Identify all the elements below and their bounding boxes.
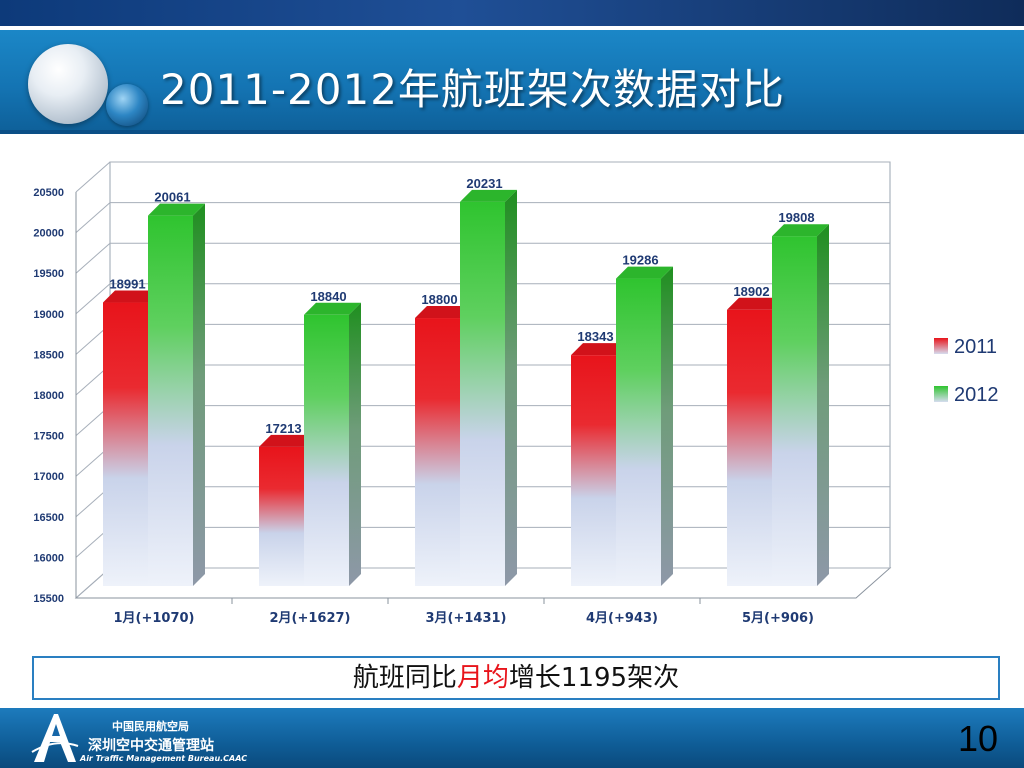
chart-legend: 2011 2012: [934, 336, 999, 406]
bar-2011: [415, 318, 460, 586]
x-tick-label: 2月(+1627): [269, 611, 350, 626]
bar-top-2011: [571, 343, 628, 356]
globe-icon: [106, 84, 148, 126]
data-label: 20061: [154, 190, 190, 205]
bar-top-2011: [415, 306, 472, 319]
gridline-diagonal: [75, 161, 111, 193]
data-label: 20231: [466, 176, 502, 191]
page-title: 2011-2012年航班架次数据对比: [160, 65, 785, 114]
x-tick-label: 5月(+906): [742, 611, 814, 626]
legend-label-2012: 2012: [954, 384, 999, 406]
bar-side-2012: [817, 224, 829, 586]
page-number: 10: [957, 718, 998, 759]
data-label: 18991: [109, 277, 145, 292]
y-tick-label: 15500: [33, 593, 64, 605]
data-label: 18343: [577, 329, 613, 344]
bar-2011: [571, 355, 616, 586]
bar-2011: [259, 446, 304, 586]
title-band: [0, 30, 1024, 134]
bar-2011: [103, 302, 148, 586]
y-tick-label: 16000: [33, 552, 64, 564]
bar-top-2012: [460, 189, 517, 202]
x-tick-label: 4月(+943): [586, 611, 658, 626]
chart-axes: [75, 192, 856, 604]
org-name-english: Air Traffic Management Bureau.CAAC: [80, 754, 248, 763]
org-name: 深圳空中交通管理站: [88, 738, 214, 754]
legend-label-2011: 2011: [954, 336, 997, 358]
bar-side-2012: [505, 189, 517, 586]
bar-top-2011: [727, 297, 784, 310]
org-name-small: 中国民用航空局: [112, 720, 189, 733]
y-tick-label: 18000: [33, 390, 64, 402]
summary-text-after: 增长1195架次: [508, 663, 680, 693]
bar-2012: [616, 278, 661, 586]
y-tick-label: 20500: [33, 187, 64, 199]
y-tick-label: 16500: [33, 512, 64, 524]
x-tick-label: 3月(+1431): [425, 611, 506, 626]
bar-2012: [304, 314, 349, 586]
bar-top-2012: [616, 266, 673, 279]
bar-top-2012: [772, 224, 829, 237]
data-label: 18902: [733, 284, 769, 299]
bar-2012: [460, 201, 505, 586]
data-label: 18800: [421, 292, 457, 307]
summary-highlight: 月均: [456, 663, 509, 693]
bar-top-2011: [259, 434, 316, 447]
data-label: 19808: [778, 210, 814, 225]
legend-swatch-2012: [934, 386, 948, 402]
bar-2012: [772, 236, 817, 586]
y-tick-label: 17500: [33, 431, 64, 443]
bar-chart: 15500 16000 16500 17000 17500 18000 18500 19000…: [33, 161, 999, 626]
data-label: 18840: [310, 289, 346, 304]
summary-box: 航班同比月均增长1195架次: [32, 656, 1000, 700]
atc-logo-icon: [31, 714, 79, 762]
bar-side-2012: [661, 266, 673, 586]
y-tick-label: 17000: [33, 471, 64, 483]
chart-bars: [103, 189, 829, 587]
y-tick-label: 20000: [33, 228, 64, 240]
data-label: 17213: [265, 421, 301, 436]
bar-2011: [727, 309, 772, 586]
footer-bar: [0, 708, 1024, 768]
chart-labels: 15500 16000 16500 17000 17500 18000 18500 19000…: [33, 176, 814, 626]
top-strip: [0, 0, 1024, 26]
y-tick-label: 19500: [33, 268, 64, 280]
bar-top-2012: [148, 203, 205, 216]
logo-orb-icon: [28, 44, 108, 124]
x-tick-label: 1月(+1070): [113, 611, 194, 626]
bar-top-2012: [304, 302, 361, 315]
legend-swatch-2011: [934, 338, 948, 354]
gridline-diagonal: [75, 242, 111, 274]
y-tick-label: 18500: [33, 349, 64, 361]
bar-side-2012: [193, 203, 205, 587]
bar-top-2011: [103, 290, 160, 303]
gridline-diagonal: [75, 283, 111, 315]
bar-side-2012: [349, 302, 361, 586]
y-tick-label: 19000: [33, 309, 64, 321]
data-label: 19286: [622, 253, 658, 268]
summary-text-before: 航班同比: [352, 663, 457, 693]
gridline-diagonal: [75, 202, 111, 233]
bar-2012: [148, 215, 193, 587]
